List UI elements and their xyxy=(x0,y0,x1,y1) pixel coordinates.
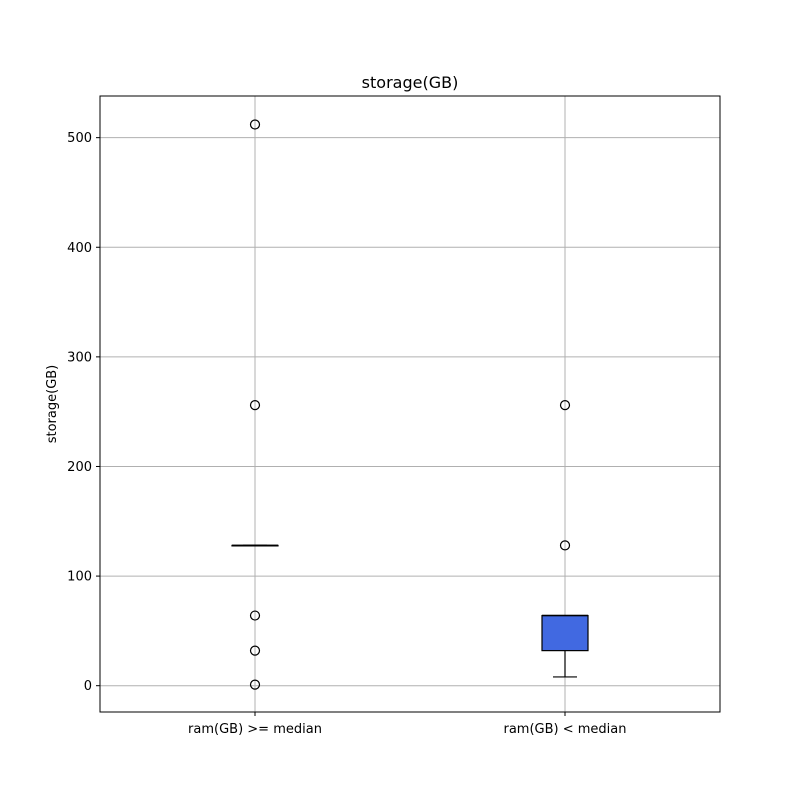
ticks-layer: 0 100 200 300 400 500 ram(GB) >= median ram(GB)… xyxy=(67,131,626,737)
outlier-point xyxy=(249,399,261,411)
y-tick-label: 300 xyxy=(67,350,92,365)
chart-title: storage(GB) xyxy=(362,73,459,92)
y-tick-label: 200 xyxy=(67,460,92,475)
x-tick-label: ram(GB) < median xyxy=(504,722,627,737)
y-axis-label: storage(GB) xyxy=(45,365,60,444)
box-iqr xyxy=(541,614,589,652)
box-group xyxy=(541,399,589,678)
y-tick-label: 100 xyxy=(67,570,92,585)
outlier-point xyxy=(249,610,261,621)
outlier-point xyxy=(249,679,261,690)
box-group xyxy=(231,119,279,690)
y-tick-label: 500 xyxy=(67,131,92,146)
outlier-point xyxy=(559,399,571,411)
y-tick-label: 400 xyxy=(67,241,92,256)
plot-frame xyxy=(99,95,721,713)
outlier-point xyxy=(559,540,571,551)
grid-layer xyxy=(100,96,720,712)
marks-layer xyxy=(231,119,589,690)
outlier-point xyxy=(249,119,261,130)
x-tick-label: ram(GB) >= median xyxy=(188,722,322,737)
y-tick-label: 0 xyxy=(84,679,92,694)
outlier-point xyxy=(249,645,261,656)
